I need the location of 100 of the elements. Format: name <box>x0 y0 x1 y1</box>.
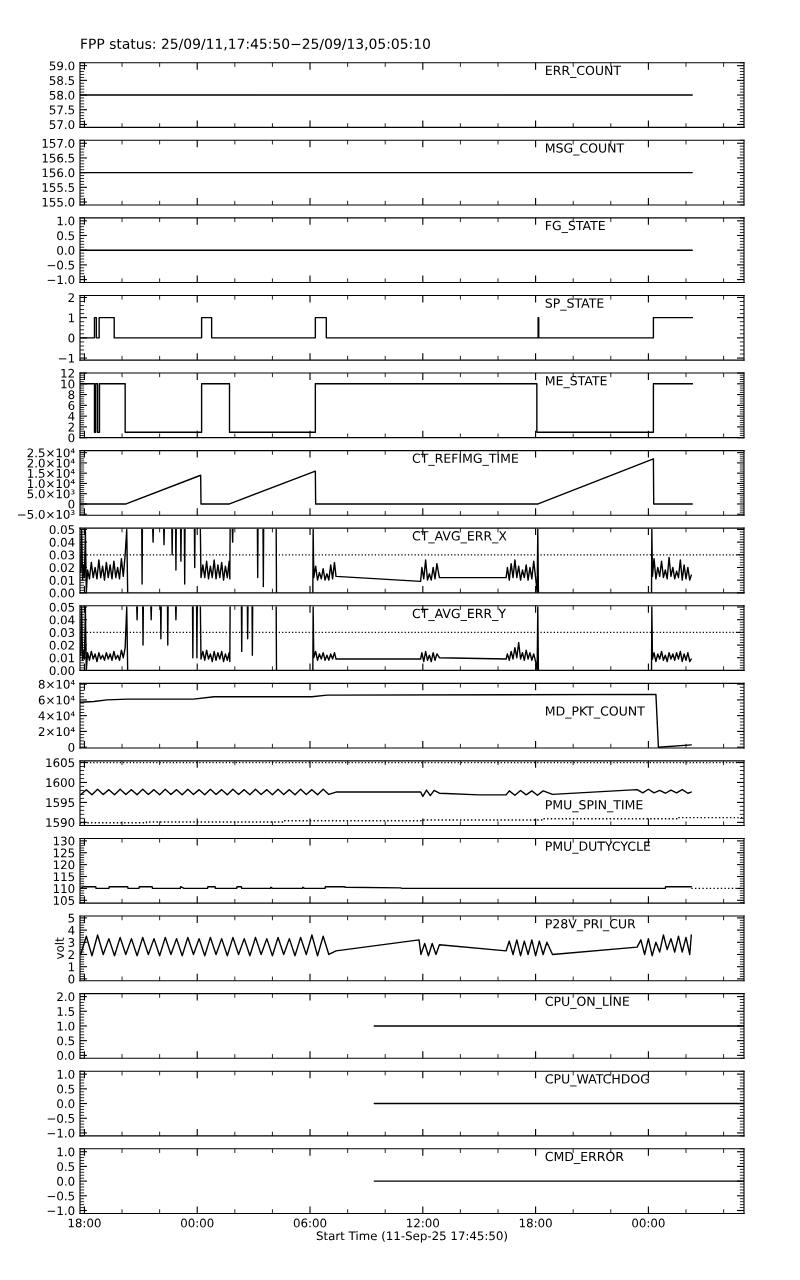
y-tick-label: 0 <box>68 974 75 984</box>
y-tick-label: 3 <box>68 938 75 947</box>
y-tick-label: 12 <box>61 368 74 378</box>
y-tick-label: 58.5 <box>49 76 75 85</box>
y-tick-label: 0.05 <box>49 602 75 612</box>
y-tick-label: 5 <box>68 913 75 923</box>
y-tick-label: 0 <box>68 433 75 443</box>
y-tick-label: −1.0 <box>47 1128 75 1138</box>
y-tick-label: 0.00 <box>49 588 75 598</box>
y-tick-label: 155.0 <box>42 197 75 207</box>
y-tick-label: −1 <box>58 353 75 363</box>
y-tick-label: 1.0 <box>57 1069 75 1079</box>
series-label: PMU_SPIN_TIME <box>546 800 643 813</box>
x-tick-label: 18:00 <box>519 1218 552 1228</box>
y-tick-label: 0.00 <box>49 666 75 676</box>
y-tick-label: 1595 <box>46 798 75 808</box>
y-axis-title: volt <box>54 937 64 960</box>
y-tick-label: 156.5 <box>42 153 75 163</box>
y-tick-label: 110 <box>53 884 75 894</box>
y-tick-label: 2×10⁴ <box>38 727 75 737</box>
y-tick-label: −5.0×10³ <box>18 509 75 519</box>
y-tick-label: 59.0 <box>49 61 75 71</box>
legend-label: CT_AVG_ERR_Y <box>412 608 507 621</box>
y-tick-label: 0.0 <box>57 1099 75 1109</box>
legend-label: PMU_DUTYCYCLE <box>546 841 651 854</box>
y-tick-label: 10 <box>61 379 75 389</box>
y-tick-label: 0 <box>68 499 75 509</box>
y-tick-label: 130 <box>53 836 75 846</box>
y-tick-label: 0.5 <box>57 1084 75 1094</box>
y-tick-label: 2 <box>68 293 74 302</box>
y-tick-label: −0.5 <box>47 1191 75 1201</box>
y-tick-label: 0.0 <box>57 1051 75 1060</box>
y-tick-label: 125 <box>53 848 75 858</box>
y-tick-label: 0.0 <box>57 245 75 255</box>
y-tick-label: 2 <box>68 422 74 432</box>
y-tick-label: 0.02 <box>49 563 74 573</box>
y-tick-label: 2.0×10⁴ <box>27 458 75 468</box>
legend-label: CPU_WATCHDOG <box>545 1074 649 1087</box>
y-tick-label: 0.5 <box>57 1162 75 1172</box>
x-tick-label: 18:00 <box>68 1218 101 1228</box>
y-tick-label: 1.5 <box>57 1007 75 1016</box>
y-tick-label: 0.0 <box>57 1176 75 1186</box>
y-tick-label: 1 <box>68 962 75 972</box>
y-tick-label: 105 <box>53 896 75 905</box>
y-tick-label: 57.0 <box>49 120 75 130</box>
legend-label: CPU_ON_LINE <box>545 996 629 1009</box>
y-tick-label: 2.5×10⁴ <box>27 448 75 458</box>
y-tick-label: 1.0 <box>57 216 75 226</box>
legend-label: ME_STATE <box>546 375 607 389</box>
legend-label: P28V_PRI_CUR <box>546 919 636 932</box>
y-tick-label: 0.05 <box>49 525 75 535</box>
y-tick-label: 1 <box>68 313 75 323</box>
legend-label: CMD_ERROR <box>545 1151 624 1164</box>
y-tick-label: −1.0 <box>47 1206 75 1216</box>
x-tick-label: 12:00 <box>407 1218 440 1228</box>
y-tick-label: −1.0 <box>47 275 75 285</box>
y-tick-label: 0.01 <box>49 653 75 663</box>
y-tick-label: 0.03 <box>49 550 75 560</box>
y-tick-label: 5.0×10³ <box>27 489 75 499</box>
x-tick-label: 00:00 <box>181 1218 214 1228</box>
y-tick-label: 1590 <box>46 818 75 828</box>
y-tick-label: 0.5 <box>57 1036 75 1046</box>
y-tick-label: 4 <box>68 412 75 421</box>
y-tick-label: 1.0 <box>57 1021 75 1031</box>
y-tick-label: 57.5 <box>49 105 75 115</box>
legend-label: ERR_COUNT <box>546 65 622 78</box>
y-tick-label: 120 <box>53 860 75 870</box>
y-tick-label: 1.0×10⁴ <box>28 479 75 489</box>
y-tick-label: 6×10⁴ <box>38 695 75 705</box>
y-tick-label: 0.5 <box>57 231 75 241</box>
y-tick-label: 0 <box>68 333 75 343</box>
legend-label: FG_STATE <box>546 220 605 234</box>
y-tick-label: 4 <box>68 925 75 935</box>
x-axis-title: Start Time (11-Sep-25 17:45:50) <box>316 1231 507 1243</box>
y-tick-label: 0.01 <box>49 575 75 585</box>
y-tick-label: −0.5 <box>47 1113 75 1123</box>
y-tick-label: 1605 <box>46 758 75 768</box>
y-tick-label: 8×10⁴ <box>38 679 75 689</box>
chart-title: FPP status: 25/09/11,17:45:50−25/09/13,05:05:10 <box>81 38 430 51</box>
y-tick-label: 4×10⁴ <box>38 711 75 721</box>
legend-label: MSG_COUNT <box>546 143 625 156</box>
y-tick-label: 0.03 <box>49 628 75 638</box>
y-tick-label: 0.02 <box>49 640 74 650</box>
legend-label: CT_AVG_ERR_X <box>412 531 507 544</box>
x-tick-label: 06:00 <box>293 1218 327 1228</box>
y-tick-label: 6 <box>68 401 75 410</box>
y-tick-label: 115 <box>53 872 75 882</box>
y-tick-label: 2 <box>68 950 74 959</box>
y-tick-label: 8 <box>68 390 75 400</box>
legend-label: CT_REFIMG_TIME <box>412 453 518 466</box>
y-tick-label: 1.5×10⁴ <box>28 468 75 478</box>
x-tick-label: 00:00 <box>632 1218 665 1228</box>
legend-label: SP_STATE <box>545 298 604 311</box>
y-tick-label: 156.0 <box>42 168 75 178</box>
y-tick-label: 0 <box>68 742 75 752</box>
y-tick-label: 1600 <box>46 778 75 788</box>
y-tick-label: 0.04 <box>49 537 75 547</box>
y-tick-label: 0.04 <box>49 615 75 625</box>
y-tick-label: 58.0 <box>49 90 75 100</box>
y-tick-label: 1.0 <box>57 1147 75 1157</box>
